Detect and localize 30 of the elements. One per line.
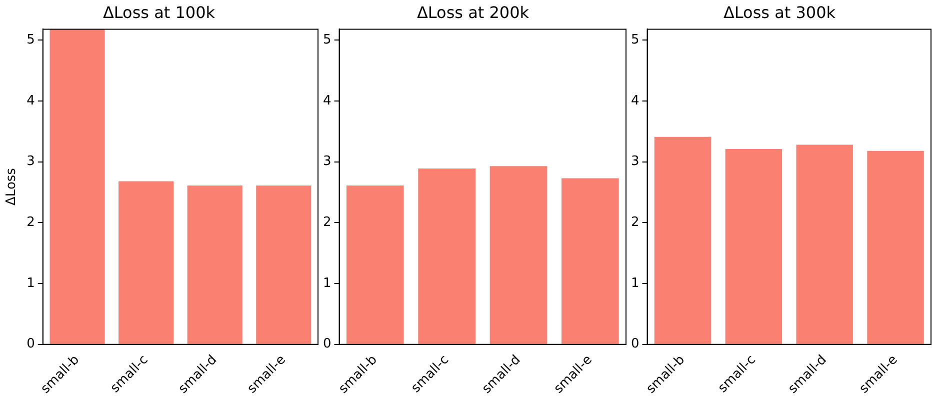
bar [418, 168, 476, 344]
y-tick-label: 1 [322, 276, 332, 291]
y-tick-label: 4 [26, 93, 35, 108]
chart-title: ΔLoss at 100k [102, 2, 216, 22]
y-axis-title: ΔLoss [4, 168, 20, 206]
y-tick-label: 0 [630, 336, 640, 352]
y-tick-label: 1 [630, 276, 640, 291]
y-tick-label: 4 [322, 93, 332, 108]
y-tick-label: 0 [26, 336, 35, 352]
bar [50, 29, 105, 344]
bar [187, 186, 242, 344]
bar [118, 181, 174, 344]
y-tick-label: 2 [322, 215, 332, 230]
y-tick-label: 1 [26, 276, 35, 291]
y-tick-label: 3 [26, 154, 35, 170]
y-tick-label: 5 [322, 32, 332, 48]
chart-title: ΔLoss at 300k [723, 2, 836, 22]
y-tick-label: 5 [26, 32, 35, 48]
y-tick-label: 2 [630, 215, 640, 230]
bar [256, 186, 312, 344]
y-tick-label: 3 [630, 154, 640, 170]
chart-title: ΔLoss at 200k [416, 2, 530, 22]
bar [490, 166, 548, 344]
bar [346, 186, 404, 344]
y-tick-label: 2 [26, 215, 35, 230]
y-tick-label: 0 [322, 336, 332, 352]
y-tick-label: 4 [630, 93, 640, 108]
bar [561, 178, 619, 344]
y-tick-label: 5 [630, 32, 640, 48]
y-tick-label: 3 [322, 154, 332, 170]
